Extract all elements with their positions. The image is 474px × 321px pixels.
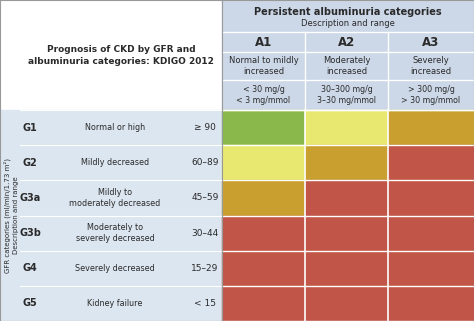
- Bar: [388, 286, 474, 321]
- Text: G5: G5: [23, 299, 37, 308]
- Text: 15–29: 15–29: [191, 264, 219, 273]
- Bar: [222, 145, 305, 180]
- Bar: [222, 251, 305, 286]
- Text: G1: G1: [23, 123, 37, 133]
- Bar: [305, 286, 388, 321]
- Text: Description and range: Description and range: [13, 177, 19, 254]
- Bar: [0, 0, 222, 110]
- Bar: [388, 180, 474, 215]
- Bar: [222, 110, 305, 145]
- Bar: [305, 251, 388, 286]
- Text: Normal to mildly
increased: Normal to mildly increased: [228, 56, 298, 76]
- Bar: [222, 180, 305, 215]
- Text: Mildly decreased: Mildly decreased: [81, 158, 149, 167]
- Text: > 300 mg/g
> 30 mg/mmol: > 300 mg/g > 30 mg/mmol: [401, 85, 461, 105]
- Text: Kidney failure: Kidney failure: [87, 299, 143, 308]
- Text: 30–300 mg/g
3–30 mg/mmol: 30–300 mg/g 3–30 mg/mmol: [317, 85, 376, 105]
- Bar: [222, 286, 305, 321]
- Text: Persistent albuminuria categories: Persistent albuminuria categories: [254, 7, 442, 17]
- Text: G2: G2: [23, 158, 37, 168]
- Text: Description and range: Description and range: [301, 19, 395, 28]
- Text: Severely
increased: Severely increased: [410, 56, 452, 76]
- Bar: [222, 215, 305, 251]
- Text: G3b: G3b: [19, 228, 41, 238]
- Bar: [305, 215, 388, 251]
- Text: A3: A3: [422, 36, 439, 48]
- Text: Moderately to
severely decreased: Moderately to severely decreased: [76, 223, 155, 243]
- Text: Normal or high: Normal or high: [85, 123, 145, 132]
- Text: 60–89: 60–89: [191, 158, 219, 167]
- Text: GFR categories (ml/min/1.73 m²): GFR categories (ml/min/1.73 m²): [3, 158, 11, 273]
- Bar: [305, 145, 388, 180]
- Bar: [388, 215, 474, 251]
- Text: Mildly to
moderately decreased: Mildly to moderately decreased: [69, 188, 161, 208]
- Bar: [388, 110, 474, 145]
- Text: < 15: < 15: [194, 299, 216, 308]
- Text: Prognosis of CKD by GFR and: Prognosis of CKD by GFR and: [46, 45, 195, 54]
- Bar: [388, 145, 474, 180]
- Text: Moderately
increased: Moderately increased: [323, 56, 370, 76]
- Bar: [305, 180, 388, 215]
- Text: Severely decreased: Severely decreased: [75, 264, 155, 273]
- Text: 45–59: 45–59: [191, 194, 219, 203]
- Text: 30–44: 30–44: [191, 229, 219, 238]
- Bar: [305, 110, 388, 145]
- Bar: [388, 251, 474, 286]
- Bar: [0, 110, 222, 321]
- Bar: [222, 0, 474, 110]
- Text: G4: G4: [23, 263, 37, 273]
- Text: A2: A2: [338, 36, 355, 48]
- Text: A1: A1: [255, 36, 272, 48]
- Text: ≥ 90: ≥ 90: [194, 123, 216, 132]
- Text: < 30 mg/g
< 3 mg/mmol: < 30 mg/g < 3 mg/mmol: [237, 85, 291, 105]
- Text: G3a: G3a: [19, 193, 41, 203]
- Text: albuminuria categories: KDIGO 2012: albuminuria categories: KDIGO 2012: [28, 56, 214, 65]
